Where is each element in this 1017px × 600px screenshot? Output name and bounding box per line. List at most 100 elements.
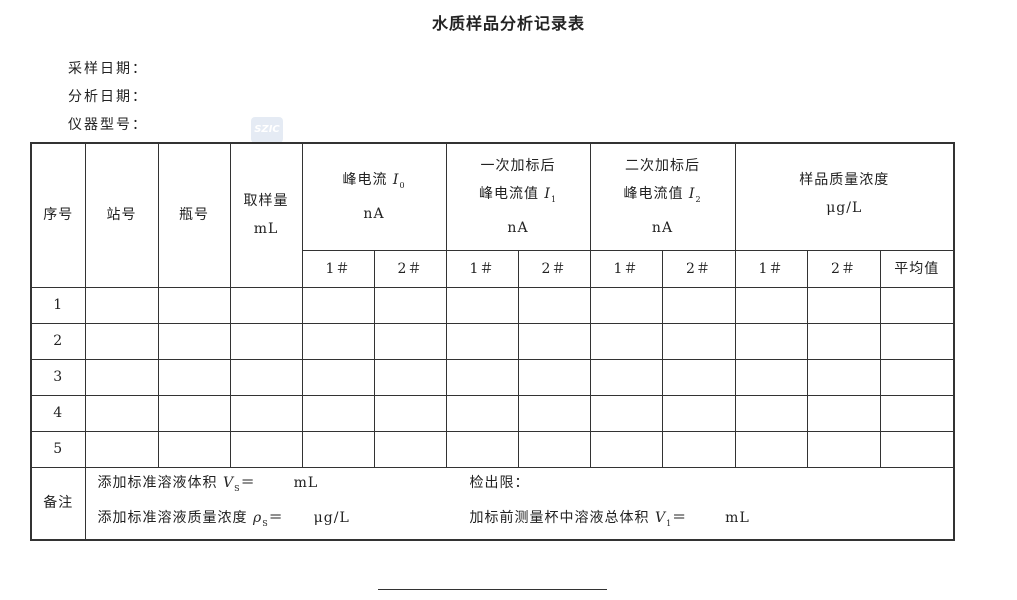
footer-divider — [378, 589, 607, 590]
data-cell[interactable] — [84, 322, 159, 360]
data-cell[interactable] — [445, 322, 519, 360]
data-cell[interactable] — [373, 394, 447, 432]
data-cell[interactable] — [229, 286, 303, 324]
data-cell[interactable] — [373, 286, 447, 324]
data-cell[interactable] — [517, 286, 591, 324]
row-number: 1 — [30, 286, 86, 324]
data-cell[interactable] — [661, 286, 736, 324]
table-row: 1 — [30, 286, 955, 324]
row-number: 5 — [30, 430, 86, 468]
volume-unit: mL — [253, 221, 279, 238]
data-cell[interactable] — [806, 394, 881, 432]
i2-var: I — [688, 185, 696, 202]
data-cell[interactable] — [301, 358, 375, 396]
data-cell[interactable] — [445, 394, 519, 432]
data-cell[interactable] — [373, 430, 447, 468]
notes-content: 添加标准溶液体积 VS＝ mL 检出限： 添加标准溶液质量浓度 ρS＝ μg/L 加标前… — [84, 466, 955, 541]
data-cell[interactable] — [517, 322, 591, 360]
data-cell[interactable] — [661, 358, 736, 396]
data-cell[interactable] — [157, 394, 231, 432]
data-cell[interactable] — [734, 394, 808, 432]
data-cell[interactable] — [229, 358, 303, 396]
detection-limit-label: 检出限： — [469, 474, 530, 491]
notes-label: 备注 — [30, 466, 86, 541]
data-cell[interactable] — [84, 286, 159, 324]
rho-unit: μg/L — [313, 510, 350, 527]
data-cell[interactable] — [157, 286, 231, 324]
data-cell[interactable] — [373, 358, 447, 396]
data-cell[interactable] — [879, 430, 955, 468]
i2-unit: nA — [651, 219, 674, 236]
conc-label: 样品质量浓度 — [799, 172, 890, 188]
data-cell[interactable] — [517, 394, 591, 432]
sampling-date-label: 采样日期： — [68, 61, 148, 77]
data-cell[interactable] — [84, 358, 159, 396]
data-cell[interactable] — [445, 286, 519, 324]
row-number: 4 — [30, 394, 86, 432]
data-cell[interactable] — [445, 358, 519, 396]
data-cell[interactable] — [661, 430, 736, 468]
vs-sub: S — [234, 483, 241, 493]
data-cell[interactable] — [301, 286, 375, 324]
data-cell[interactable] — [589, 286, 663, 324]
data-cell[interactable] — [806, 430, 881, 468]
subheader-1: 1＃ — [445, 249, 519, 288]
data-cell[interactable] — [734, 286, 808, 324]
conc-unit: μg/L — [826, 200, 863, 216]
data-cell[interactable] — [301, 322, 375, 360]
data-cell[interactable] — [84, 394, 159, 432]
data-cell[interactable] — [661, 322, 736, 360]
i0-sub: 0 — [399, 180, 406, 190]
data-cell[interactable] — [879, 286, 955, 324]
i2-sub: 2 — [695, 194, 702, 204]
data-cell[interactable] — [229, 430, 303, 468]
data-cell[interactable] — [734, 322, 808, 360]
rho-sub: S — [262, 519, 269, 529]
header-station: 站号 — [84, 142, 159, 288]
data-cell[interactable] — [517, 430, 591, 468]
watermark-logo: SZIC — [251, 117, 283, 143]
i1-unit: nA — [507, 219, 529, 236]
data-cell[interactable] — [301, 430, 375, 468]
data-cell[interactable] — [589, 394, 663, 432]
subheader-1: 1＃ — [589, 249, 663, 288]
data-cell[interactable] — [373, 322, 447, 360]
header-i1: 一次加标后 峰电流值 I1 nA — [445, 142, 591, 251]
vs-text: 添加标准溶液体积 — [97, 474, 223, 491]
data-cell[interactable] — [589, 322, 663, 360]
data-cell[interactable] — [879, 322, 955, 360]
subheader-2: 2＃ — [373, 249, 447, 288]
data-cell[interactable] — [806, 286, 881, 324]
i1-var: I — [544, 185, 551, 202]
i0-var: I — [392, 171, 400, 188]
header-volume: 取样量 mL — [229, 142, 303, 288]
data-cell[interactable] — [589, 430, 663, 468]
instrument-model-label: 仪器型号： — [68, 117, 148, 133]
v1-sub: 1 — [666, 519, 673, 529]
data-cell[interactable] — [84, 430, 159, 468]
data-cell[interactable] — [589, 358, 663, 396]
subheader-2: 2＃ — [806, 249, 881, 288]
data-cell[interactable] — [806, 358, 881, 396]
data-cell[interactable] — [157, 430, 231, 468]
rho-eq: ＝ — [268, 510, 284, 527]
data-cell[interactable] — [445, 430, 519, 468]
data-cell[interactable] — [734, 430, 808, 468]
data-cell[interactable] — [734, 358, 808, 396]
data-cell[interactable] — [157, 322, 231, 360]
data-cell[interactable] — [879, 394, 955, 432]
data-cell[interactable] — [517, 358, 591, 396]
data-cell[interactable] — [157, 358, 231, 396]
data-cell[interactable] — [301, 394, 375, 432]
data-cell[interactable] — [229, 394, 303, 432]
data-cell[interactable] — [661, 394, 736, 432]
data-cell[interactable] — [806, 322, 881, 360]
i0-label: 峰电流 — [342, 171, 393, 188]
rho-text: 添加标准溶液质量浓度 — [97, 510, 253, 527]
rho-var: ρ — [252, 510, 263, 527]
i1-line1: 一次加标后 — [480, 157, 556, 174]
v1-unit: mL — [725, 510, 750, 527]
data-cell[interactable] — [879, 358, 955, 396]
i1-sub: 1 — [550, 194, 558, 204]
data-cell[interactable] — [229, 322, 303, 360]
